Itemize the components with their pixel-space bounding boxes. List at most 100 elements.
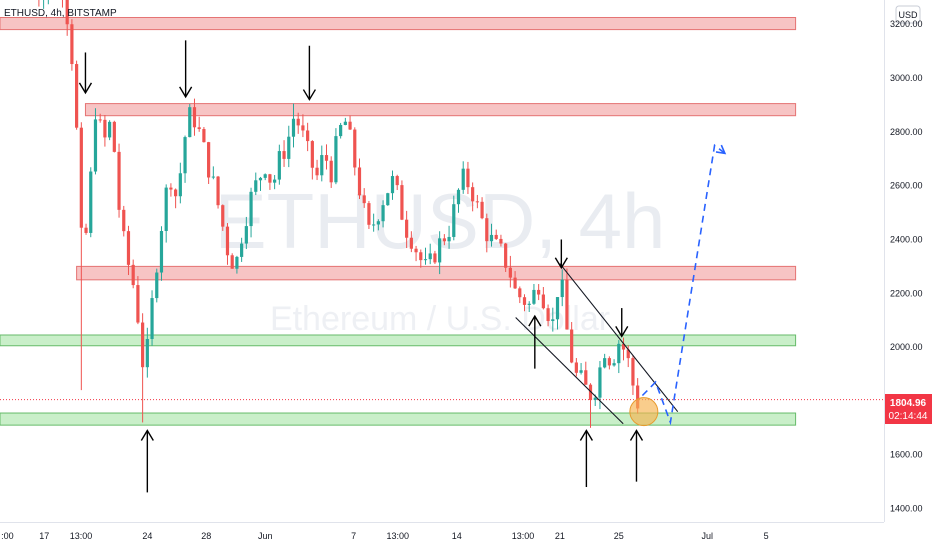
candle — [70, 19, 74, 71]
candle — [508, 255, 512, 288]
watermark-description: Ethereum / U.S. Dollar — [270, 300, 610, 338]
candle — [456, 188, 461, 213]
candle — [489, 223, 494, 247]
candle — [471, 182, 475, 212]
projection-path — [641, 143, 727, 426]
annotation-arrows — [78, 40, 644, 493]
candle — [141, 313, 145, 423]
support-zone-3 — [0, 334, 797, 347]
candle — [301, 114, 305, 138]
candle — [240, 237, 244, 262]
x-tick-label: 25 — [614, 531, 624, 541]
up-arrow-6 — [528, 314, 542, 369]
y-tick-label: 1600.00 — [890, 450, 923, 460]
price-tag-box — [885, 394, 932, 424]
price-zones — [0, 16, 797, 426]
candle — [108, 120, 112, 141]
candle — [419, 249, 423, 268]
candle — [183, 135, 187, 183]
candle — [442, 234, 446, 246]
down-arrow-0 — [78, 52, 93, 95]
price-tag: 1804.96 02:14:44 — [885, 394, 932, 424]
y-tick-label: 2800.00 — [890, 127, 923, 137]
trend-line-1 — [515, 317, 624, 425]
candle — [376, 219, 380, 231]
y-tick-label: 2400.00 — [890, 234, 923, 244]
candle — [579, 363, 583, 375]
candle — [202, 126, 206, 143]
candle — [169, 183, 173, 197]
candle — [98, 113, 102, 123]
x-tick-label: 24 — [142, 531, 152, 541]
candle — [282, 140, 286, 167]
candle — [485, 213, 489, 253]
candle — [381, 200, 385, 228]
candle — [428, 243, 432, 265]
x-tick-label: 13:00 — [512, 531, 535, 541]
resistance-zone-1 — [84, 103, 797, 117]
candle — [584, 361, 588, 385]
candle — [287, 125, 291, 168]
y-tick-label: 3000.00 — [890, 73, 923, 83]
candle — [353, 127, 357, 176]
candle — [339, 122, 343, 139]
candle — [414, 245, 418, 262]
candle — [447, 225, 451, 249]
time-axis[interactable]: :00 17 13:00 24 28 Jun 7 13:00 14 13:00 21 25 Jul 5 — [0, 522, 884, 542]
candle — [47, 0, 49, 5]
candle — [372, 213, 376, 232]
candle — [306, 122, 310, 152]
candle — [178, 162, 182, 204]
x-tick-label: 28 — [201, 531, 211, 541]
candle — [527, 301, 531, 313]
candle — [61, 0, 63, 8]
candle — [225, 223, 230, 265]
candle — [588, 383, 593, 428]
candle — [617, 340, 621, 374]
candle — [310, 140, 314, 180]
x-tick-label: 21 — [555, 531, 565, 541]
candle — [188, 103, 192, 138]
candle — [131, 259, 135, 289]
candle — [75, 60, 79, 130]
candle — [546, 304, 550, 327]
x-tick-label: 17 — [39, 531, 49, 541]
x-tick-label: 13:00 — [70, 531, 93, 541]
candle — [334, 128, 338, 185]
candle — [249, 187, 253, 238]
candle — [555, 297, 560, 330]
up-arrow-5 — [140, 429, 154, 493]
projection-arrowhead — [715, 144, 727, 155]
candle — [103, 114, 107, 147]
resistance-zone-2 — [76, 265, 797, 281]
x-tick-label: 13:00 — [387, 531, 410, 541]
candle — [348, 115, 352, 130]
currency-button[interactable] — [895, 5, 921, 24]
price-tag-timer: 02:14:44 — [889, 411, 928, 422]
y-tick-label: 2600.00 — [890, 181, 923, 191]
highlight-circle — [629, 397, 659, 427]
candle — [164, 184, 168, 243]
x-tick-label: 14 — [452, 531, 462, 541]
candle — [452, 195, 456, 241]
candle — [263, 173, 267, 181]
price-axis[interactable]: USD 1400.001600.001800.002000.002200.002… — [884, 0, 923, 522]
candle — [329, 156, 333, 188]
candle — [438, 231, 442, 275]
candle — [621, 337, 626, 361]
candle — [273, 175, 277, 190]
candle — [574, 357, 578, 377]
up-arrow-7 — [579, 429, 593, 488]
candle — [38, 0, 40, 7]
candle — [150, 290, 154, 346]
candle — [43, 0, 45, 9]
up-arrow-8 — [629, 429, 644, 482]
chart-title: ETHUSD, 4h, BITSTAMP — [4, 8, 117, 19]
y-tick-label: 2000.00 — [890, 342, 923, 352]
candle — [395, 174, 399, 191]
x-tick-label: 5 — [764, 531, 769, 541]
candle — [603, 353, 607, 369]
candle — [607, 356, 611, 370]
candle — [84, 223, 88, 235]
